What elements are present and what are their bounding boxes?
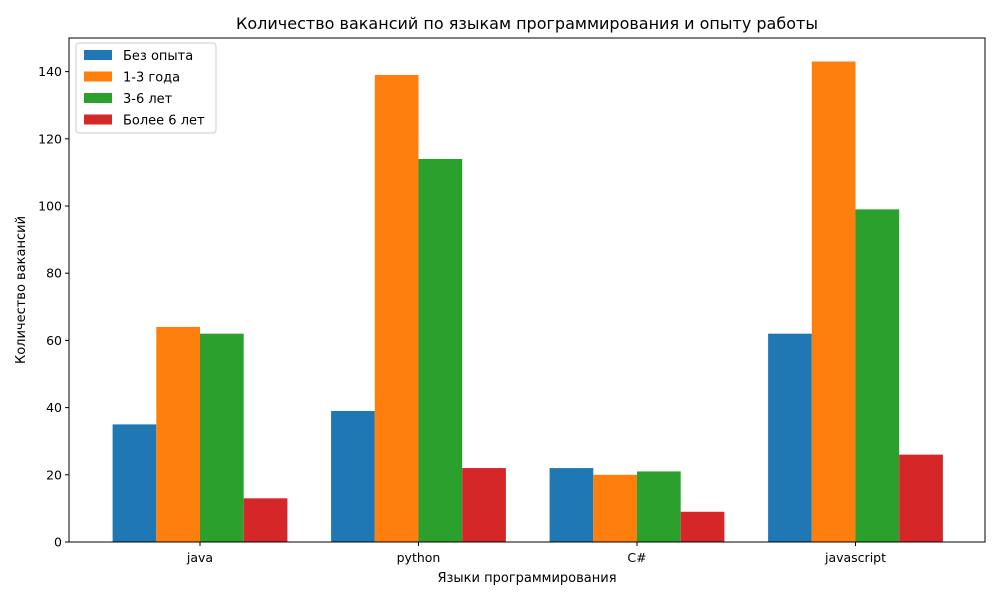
x-tick-label: javascript <box>824 550 886 565</box>
y-tick-label: 120 <box>38 131 62 146</box>
x-tick-label: python <box>397 550 441 565</box>
legend-label: Более 6 лет <box>123 114 205 129</box>
x-tick-label: java <box>186 550 213 565</box>
bar-java-series-4 <box>243 498 288 542</box>
legend-swatch <box>84 50 112 60</box>
bar-javascript-series-2 <box>811 61 856 543</box>
x-tick-label: C# <box>627 550 646 565</box>
y-tick-label: 100 <box>38 199 62 214</box>
bar-python-series-2 <box>374 74 419 543</box>
bar-java-series-2 <box>156 326 200 542</box>
bar-javascript-series-4 <box>899 454 943 542</box>
legend: Без опыта 1-3 года 3-6 лет Более 6 лет <box>75 42 217 134</box>
legend-swatch <box>84 71 112 82</box>
bar-c-series-1 <box>549 468 594 542</box>
plot-frame <box>68 37 986 543</box>
y-tick-label: 80 <box>46 266 62 281</box>
legend-label: 3-6 лет <box>123 92 173 107</box>
chart-title: Количество вакансий по языкам программир… <box>236 14 818 33</box>
y-tick-label: 40 <box>46 400 62 415</box>
y-axis-label: Количество вакансий <box>14 216 29 364</box>
bar-c-series-4 <box>680 511 725 542</box>
x-axis-ticks: java python C# javascript <box>186 542 886 565</box>
bar-c-series-2 <box>593 474 637 542</box>
bar-python-series-3 <box>418 158 463 542</box>
legend-swatch <box>84 114 112 125</box>
x-axis-label: Языки программирования <box>437 571 616 586</box>
bar-java-series-1 <box>112 424 157 542</box>
bar-python-series-4 <box>462 468 506 542</box>
bar-javascript-series-3 <box>855 209 900 543</box>
bar-java-series-3 <box>200 333 244 542</box>
y-tick-label: 140 <box>38 64 62 79</box>
legend-swatch <box>84 93 112 103</box>
y-tick-label: 0 <box>54 535 62 550</box>
legend-label: Без опыта <box>123 49 193 64</box>
y-axis-ticks: 0 20 40 60 80 100 120 140 <box>38 64 69 550</box>
bar-c-series-3 <box>637 471 681 542</box>
bar-javascript-series-1 <box>768 333 812 542</box>
legend-label: 1-3 года <box>123 71 180 86</box>
bar-python-series-1 <box>331 410 375 542</box>
y-tick-label: 60 <box>46 333 62 348</box>
y-tick-label: 20 <box>46 467 62 482</box>
bars-group <box>112 61 943 543</box>
legend-box <box>75 42 217 134</box>
